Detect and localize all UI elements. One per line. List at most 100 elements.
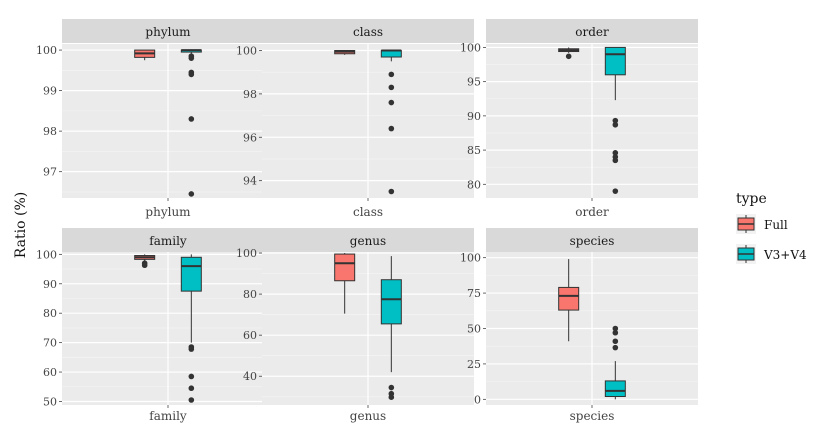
panel-class: class 94 96 98 100 class (236, 19, 474, 219)
y-tick-label: 90 (43, 278, 57, 291)
outlier-point (141, 262, 148, 269)
y-tick-label: 75 (467, 287, 481, 300)
outlier-point (188, 55, 195, 61)
box-full (558, 259, 580, 342)
y-tick-label: 100 (460, 252, 481, 265)
box-v3-v4 (380, 49, 402, 195)
outlier-point (388, 71, 395, 78)
y-tick-label: 97 (43, 166, 57, 179)
iqr-box (180, 256, 202, 292)
legend-entry: Full (736, 214, 788, 234)
y-tick-label: 99 (43, 85, 57, 98)
panel-strip-label: phylum (145, 25, 191, 39)
outlier-point (612, 150, 619, 156)
panel-strip-label: genus (350, 234, 386, 248)
y-tick-label: 80 (467, 178, 481, 191)
outlier-point (612, 329, 619, 336)
y-tick-label: 98 (43, 125, 57, 138)
outlier-point (388, 384, 395, 391)
y-tick-label: 0 (474, 393, 481, 406)
panel-strip (62, 228, 274, 252)
y-tick-label: 95 (467, 76, 481, 89)
outlier-point (188, 71, 195, 78)
panel-species: species 0 25 50 75 100 species (460, 228, 698, 423)
legend-entries: Full V3+V4 (736, 214, 807, 264)
legend-title: type (736, 191, 767, 207)
y-tick-label: 100 (236, 45, 257, 58)
y-tick-label: 96 (243, 131, 257, 144)
x-category-label: species (570, 409, 615, 423)
box-v3-v4 (380, 256, 402, 400)
panel-strip (486, 19, 698, 43)
box-full (334, 50, 356, 55)
box-v3-v4 (604, 325, 626, 400)
outlier-point (388, 84, 395, 91)
x-category-label: genus (350, 409, 386, 423)
panel-family: family 50 60 70 80 90 100 family (36, 228, 274, 423)
legend-label: V3+V4 (763, 248, 807, 262)
outlier-point (388, 394, 395, 400)
outlier-point (612, 344, 619, 351)
outlier-point (565, 53, 572, 60)
y-axis-label: Ratio (%) (13, 192, 29, 258)
outlier-point (388, 125, 395, 132)
legend: type Full V3+V4 (736, 191, 807, 264)
legend-entry: V3+V4 (736, 244, 807, 264)
panel-strip-label: family (149, 234, 187, 248)
x-category-label: class (353, 205, 383, 219)
box-full (134, 49, 156, 61)
y-tick-label: 80 (243, 288, 257, 301)
legend-label: Full (764, 218, 788, 232)
y-tick-label: 94 (243, 175, 257, 188)
y-tick-label: 50 (467, 323, 481, 336)
y-tick-label: 70 (43, 337, 57, 350)
outlier-point (612, 188, 619, 194)
outlier-point (388, 99, 395, 106)
panels-layer: phylum979899100phylumclass949698100class… (36, 19, 698, 423)
x-category-label: phylum (145, 205, 191, 219)
box-v3-v4 (180, 254, 202, 403)
panel-genus: genus 40 60 80 100 genus (236, 228, 474, 423)
y-tick-label: 90 (467, 110, 481, 123)
y-tick-label: 100 (36, 248, 57, 261)
panel-strip-label: class (353, 25, 383, 39)
y-tick-label: 50 (43, 395, 57, 408)
iqr-box (558, 286, 580, 311)
outlier-point (188, 373, 195, 380)
outlier-point (612, 338, 619, 345)
panel-phylum: phylum 97 98 99 100 phylum (36, 19, 274, 219)
outlier-point (612, 325, 619, 332)
outlier-point (188, 385, 195, 392)
outlier-point (388, 188, 395, 195)
panel-strip-label: species (570, 234, 615, 248)
iqr-box (334, 253, 356, 282)
y-tick-label: 80 (43, 307, 57, 320)
y-tick-label: 60 (243, 329, 257, 342)
y-tick-label: 100 (36, 44, 57, 57)
y-tick-label: 100 (460, 41, 481, 54)
x-category-label: order (575, 205, 609, 219)
y-tick-label: 100 (236, 247, 257, 260)
box-full (334, 253, 356, 314)
iqr-box (604, 46, 626, 76)
box-v3-v4 (604, 46, 626, 194)
box-full (134, 254, 156, 269)
y-tick-label: 40 (243, 370, 257, 383)
outlier-point (612, 121, 619, 128)
box-full (558, 47, 580, 60)
panel-strip (486, 228, 698, 252)
panel-strip-label: order (575, 25, 609, 39)
iqr-box (380, 279, 402, 325)
y-tick-label: 85 (467, 144, 481, 157)
panel-strip (262, 228, 474, 252)
y-tick-label: 98 (243, 88, 257, 101)
panel-strip (262, 19, 474, 43)
outlier-point (188, 116, 195, 122)
panel-order: order 80 85 90 95 100 order (460, 19, 698, 219)
panel-strip (62, 19, 274, 43)
y-tick-label: 25 (467, 358, 481, 371)
y-tick-label: 60 (43, 366, 57, 379)
iqr-box (604, 380, 626, 397)
outlier-point (188, 397, 195, 403)
